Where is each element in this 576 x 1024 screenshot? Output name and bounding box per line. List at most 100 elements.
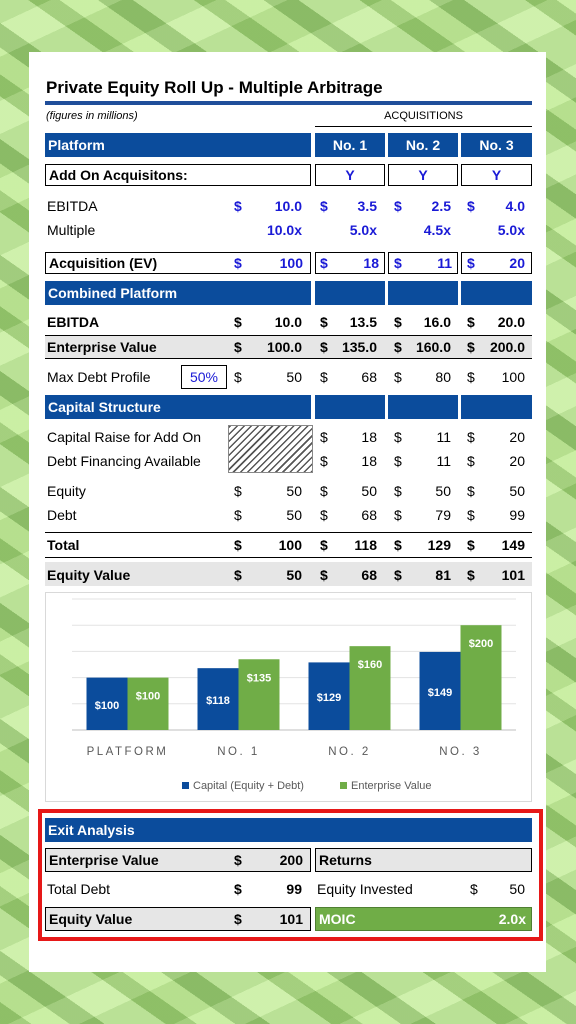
max-debt-no3-currency: $ [467, 369, 475, 385]
title-underline [45, 101, 532, 105]
debt-no2-value: 79 [435, 507, 451, 523]
debt-platform-value: 50 [286, 507, 302, 523]
x-tick-label: NO. 2 [328, 746, 371, 758]
max-debt-no2-value: 80 [435, 369, 451, 385]
combined-ebitda-no2-value: 16.0 [423, 314, 451, 330]
combined-ebitda-no1-currency: $ [320, 314, 328, 330]
ebitda-no3-value[interactable]: 4.0 [505, 198, 525, 214]
ebitda-platform-currency: $ [234, 198, 242, 214]
total-label: Total [47, 537, 80, 553]
enterprise-value-platform-currency: $ [234, 339, 242, 355]
max-debt-input[interactable]: 50% [181, 365, 227, 389]
ebitda-no2-value[interactable]: 2.5 [431, 198, 451, 214]
equity-invested-label: Equity Invested [317, 881, 413, 897]
enterprise-value-no1-currency: $ [320, 339, 328, 355]
exit-equity-value-box: Equity Value $ 101 [45, 907, 311, 931]
bar-capital [419, 651, 461, 730]
data-label: $118 [206, 695, 230, 707]
debt-no1-value: 68 [361, 507, 377, 523]
multiple-no1-value[interactable]: 5.0x [349, 222, 377, 238]
combined-ebitda-platform-value: 10.0 [274, 314, 302, 330]
debt-financing-label: Debt Financing Available [47, 453, 201, 469]
data-label: $100 [95, 700, 119, 712]
enterprise-value-platform-value: 100.0 [266, 339, 302, 355]
equity-invested-currency: $ [470, 881, 478, 897]
max-debt-no3-value: 100 [501, 369, 525, 385]
ebitda-label: EBITDA [47, 198, 98, 214]
capital-structure-header: Capital Structure [45, 395, 311, 419]
combined-header-fill-no1 [315, 281, 385, 305]
max-debt-no2-currency: $ [394, 369, 402, 385]
debt-financing-no3-value: 20 [509, 453, 525, 469]
legend-label: Enterprise Value [351, 780, 432, 792]
add-on-label-box: Add On Acquisitons: [45, 164, 311, 186]
x-tick-label: PLATFORM [87, 746, 169, 758]
total-bottom-rule [45, 557, 532, 558]
acquisition-ev-box: Acquisition (EV) $ 100 [45, 252, 311, 274]
x-tick-label: NO. 1 [217, 746, 260, 758]
acquisition-ev-platform-value: 100 [279, 255, 303, 271]
combined-header-fill-no3 [461, 281, 532, 305]
add-on-no3[interactable]: Y [461, 164, 532, 186]
total-no1-value: 118 [354, 537, 377, 553]
ebitda-platform-value[interactable]: 10.0 [274, 198, 302, 214]
equity-value-label: Equity Value [47, 567, 131, 583]
multiple-no2-value[interactable]: 4.5x [423, 222, 451, 238]
enterprise-value-no2-value: 160.0 [415, 339, 451, 355]
legend-label: Capital (Equity + Debt) [193, 780, 304, 792]
equity-no2-value: 50 [435, 483, 451, 499]
moic-label: MOIC [319, 911, 356, 927]
add-on-no1[interactable]: Y [315, 164, 385, 186]
hatched-na-cell [228, 425, 313, 473]
bar-capital [308, 662, 350, 730]
equity-platform-value: 50 [286, 483, 302, 499]
spreadsheet-panel: Private Equity Roll Up - Multiple Arbitr… [29, 52, 546, 972]
acquisition-ev-no3-value: 20 [509, 255, 525, 271]
equity-value-no3-currency: $ [467, 567, 475, 583]
combined-ebitda-no3-value: 20.0 [497, 314, 525, 330]
multiple-platform-value[interactable]: 10.0x [266, 222, 302, 238]
exit-total-debt-value: 99 [286, 881, 302, 897]
subtitle: (figures in millions) [46, 110, 138, 122]
combined-ebitda-no3-currency: $ [467, 314, 475, 330]
equity-value-platform-currency: $ [234, 567, 242, 583]
ebitda-no3-currency: $ [467, 198, 475, 214]
column-header-no3: No. 3 [461, 133, 532, 157]
exit-total-debt-label: Total Debt [47, 881, 111, 897]
debt-financing-no3-currency: $ [467, 453, 475, 469]
multiple-no3-value[interactable]: 5.0x [497, 222, 525, 238]
capital-raise-no1-currency: $ [320, 429, 328, 445]
equity-no1-currency: $ [320, 483, 328, 499]
total-no2-value: 129 [427, 537, 451, 553]
bar-capital [197, 668, 239, 730]
combined-ebitda-no1-value: 13.5 [349, 314, 377, 330]
bar-ev [460, 625, 502, 730]
debt-financing-no1-value: 18 [361, 453, 377, 469]
equity-no3-value: 50 [509, 483, 525, 499]
acquisition-ev-no1-box: $ 18 [315, 252, 385, 274]
max-debt-no1-value: 68 [361, 369, 377, 385]
capital-header-fill-no3 [461, 395, 532, 419]
capital-header-fill-no1 [315, 395, 385, 419]
data-label: $149 [428, 687, 452, 699]
moic-box: MOIC 2.0x [315, 907, 532, 931]
acquisition-ev-no2-value: 11 [437, 255, 452, 271]
acquisitions-header: ACQUISITIONS [384, 110, 463, 122]
capital-raise-no2-value: 11 [436, 429, 451, 445]
capital-raise-no3-value: 20 [509, 429, 525, 445]
equity-label: Equity [47, 483, 86, 499]
acquisition-ev-no2-box: $ 11 [388, 252, 458, 274]
exit-analysis-header: Exit Analysis [45, 818, 532, 842]
ebitda-no1-value[interactable]: 3.5 [357, 198, 377, 214]
exit-equity-value-value: 101 [279, 911, 303, 927]
equity-value-no1-currency: $ [320, 567, 328, 583]
enterprise-value-no2-currency: $ [394, 339, 402, 355]
debt-no2-currency: $ [394, 507, 402, 523]
add-on-no2[interactable]: Y [388, 164, 458, 186]
debt-label: Debt [47, 507, 77, 523]
bar-ev [127, 677, 169, 730]
total-platform-currency: $ [234, 537, 242, 553]
combined-platform-header: Combined Platform [45, 281, 311, 305]
equity-value-row [45, 562, 532, 586]
data-label: $135 [247, 672, 271, 684]
